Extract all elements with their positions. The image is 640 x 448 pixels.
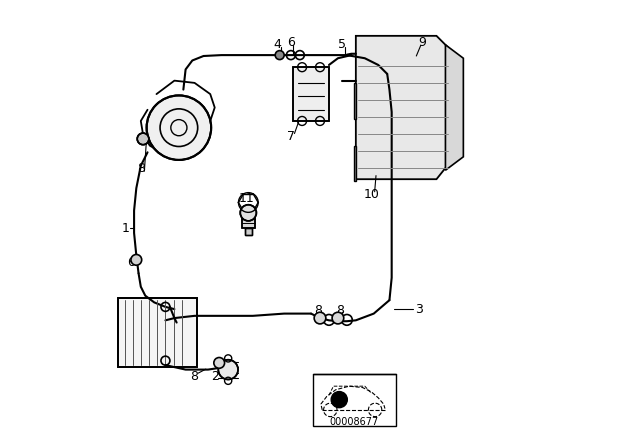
Circle shape (332, 312, 344, 324)
Circle shape (332, 392, 348, 408)
Bar (118, 298, 197, 367)
Text: 3: 3 (415, 302, 422, 316)
Text: 8: 8 (137, 161, 145, 175)
Bar (293, 67, 329, 121)
Bar (314, 374, 396, 426)
Bar (353, 83, 356, 119)
Circle shape (240, 205, 257, 221)
Text: 4: 4 (273, 38, 282, 52)
Bar (242, 211, 255, 228)
Bar (353, 146, 356, 181)
Text: 6: 6 (287, 36, 295, 49)
Text: 2: 2 (211, 370, 219, 383)
Text: 8: 8 (314, 303, 322, 317)
Circle shape (218, 360, 238, 379)
Text: 9: 9 (418, 36, 426, 49)
Text: 6: 6 (161, 101, 170, 114)
Bar (242, 211, 255, 228)
Text: 8: 8 (336, 303, 344, 317)
Text: 00008677: 00008677 (329, 417, 378, 427)
Text: 7: 7 (287, 130, 295, 143)
Polygon shape (356, 36, 454, 179)
Text: 5: 5 (339, 38, 346, 52)
Text: 1: 1 (121, 222, 129, 235)
Circle shape (314, 312, 326, 324)
Polygon shape (445, 45, 463, 170)
Text: 6: 6 (127, 255, 135, 269)
Bar (244, 228, 252, 235)
Bar (118, 298, 197, 367)
Circle shape (275, 51, 284, 60)
Bar (293, 67, 329, 121)
Text: 8: 8 (191, 370, 198, 383)
Bar (244, 228, 252, 235)
Circle shape (131, 254, 141, 265)
Circle shape (214, 358, 225, 368)
Circle shape (137, 133, 149, 145)
Text: 11: 11 (238, 191, 254, 205)
Text: 10: 10 (364, 188, 380, 202)
Circle shape (147, 95, 211, 160)
